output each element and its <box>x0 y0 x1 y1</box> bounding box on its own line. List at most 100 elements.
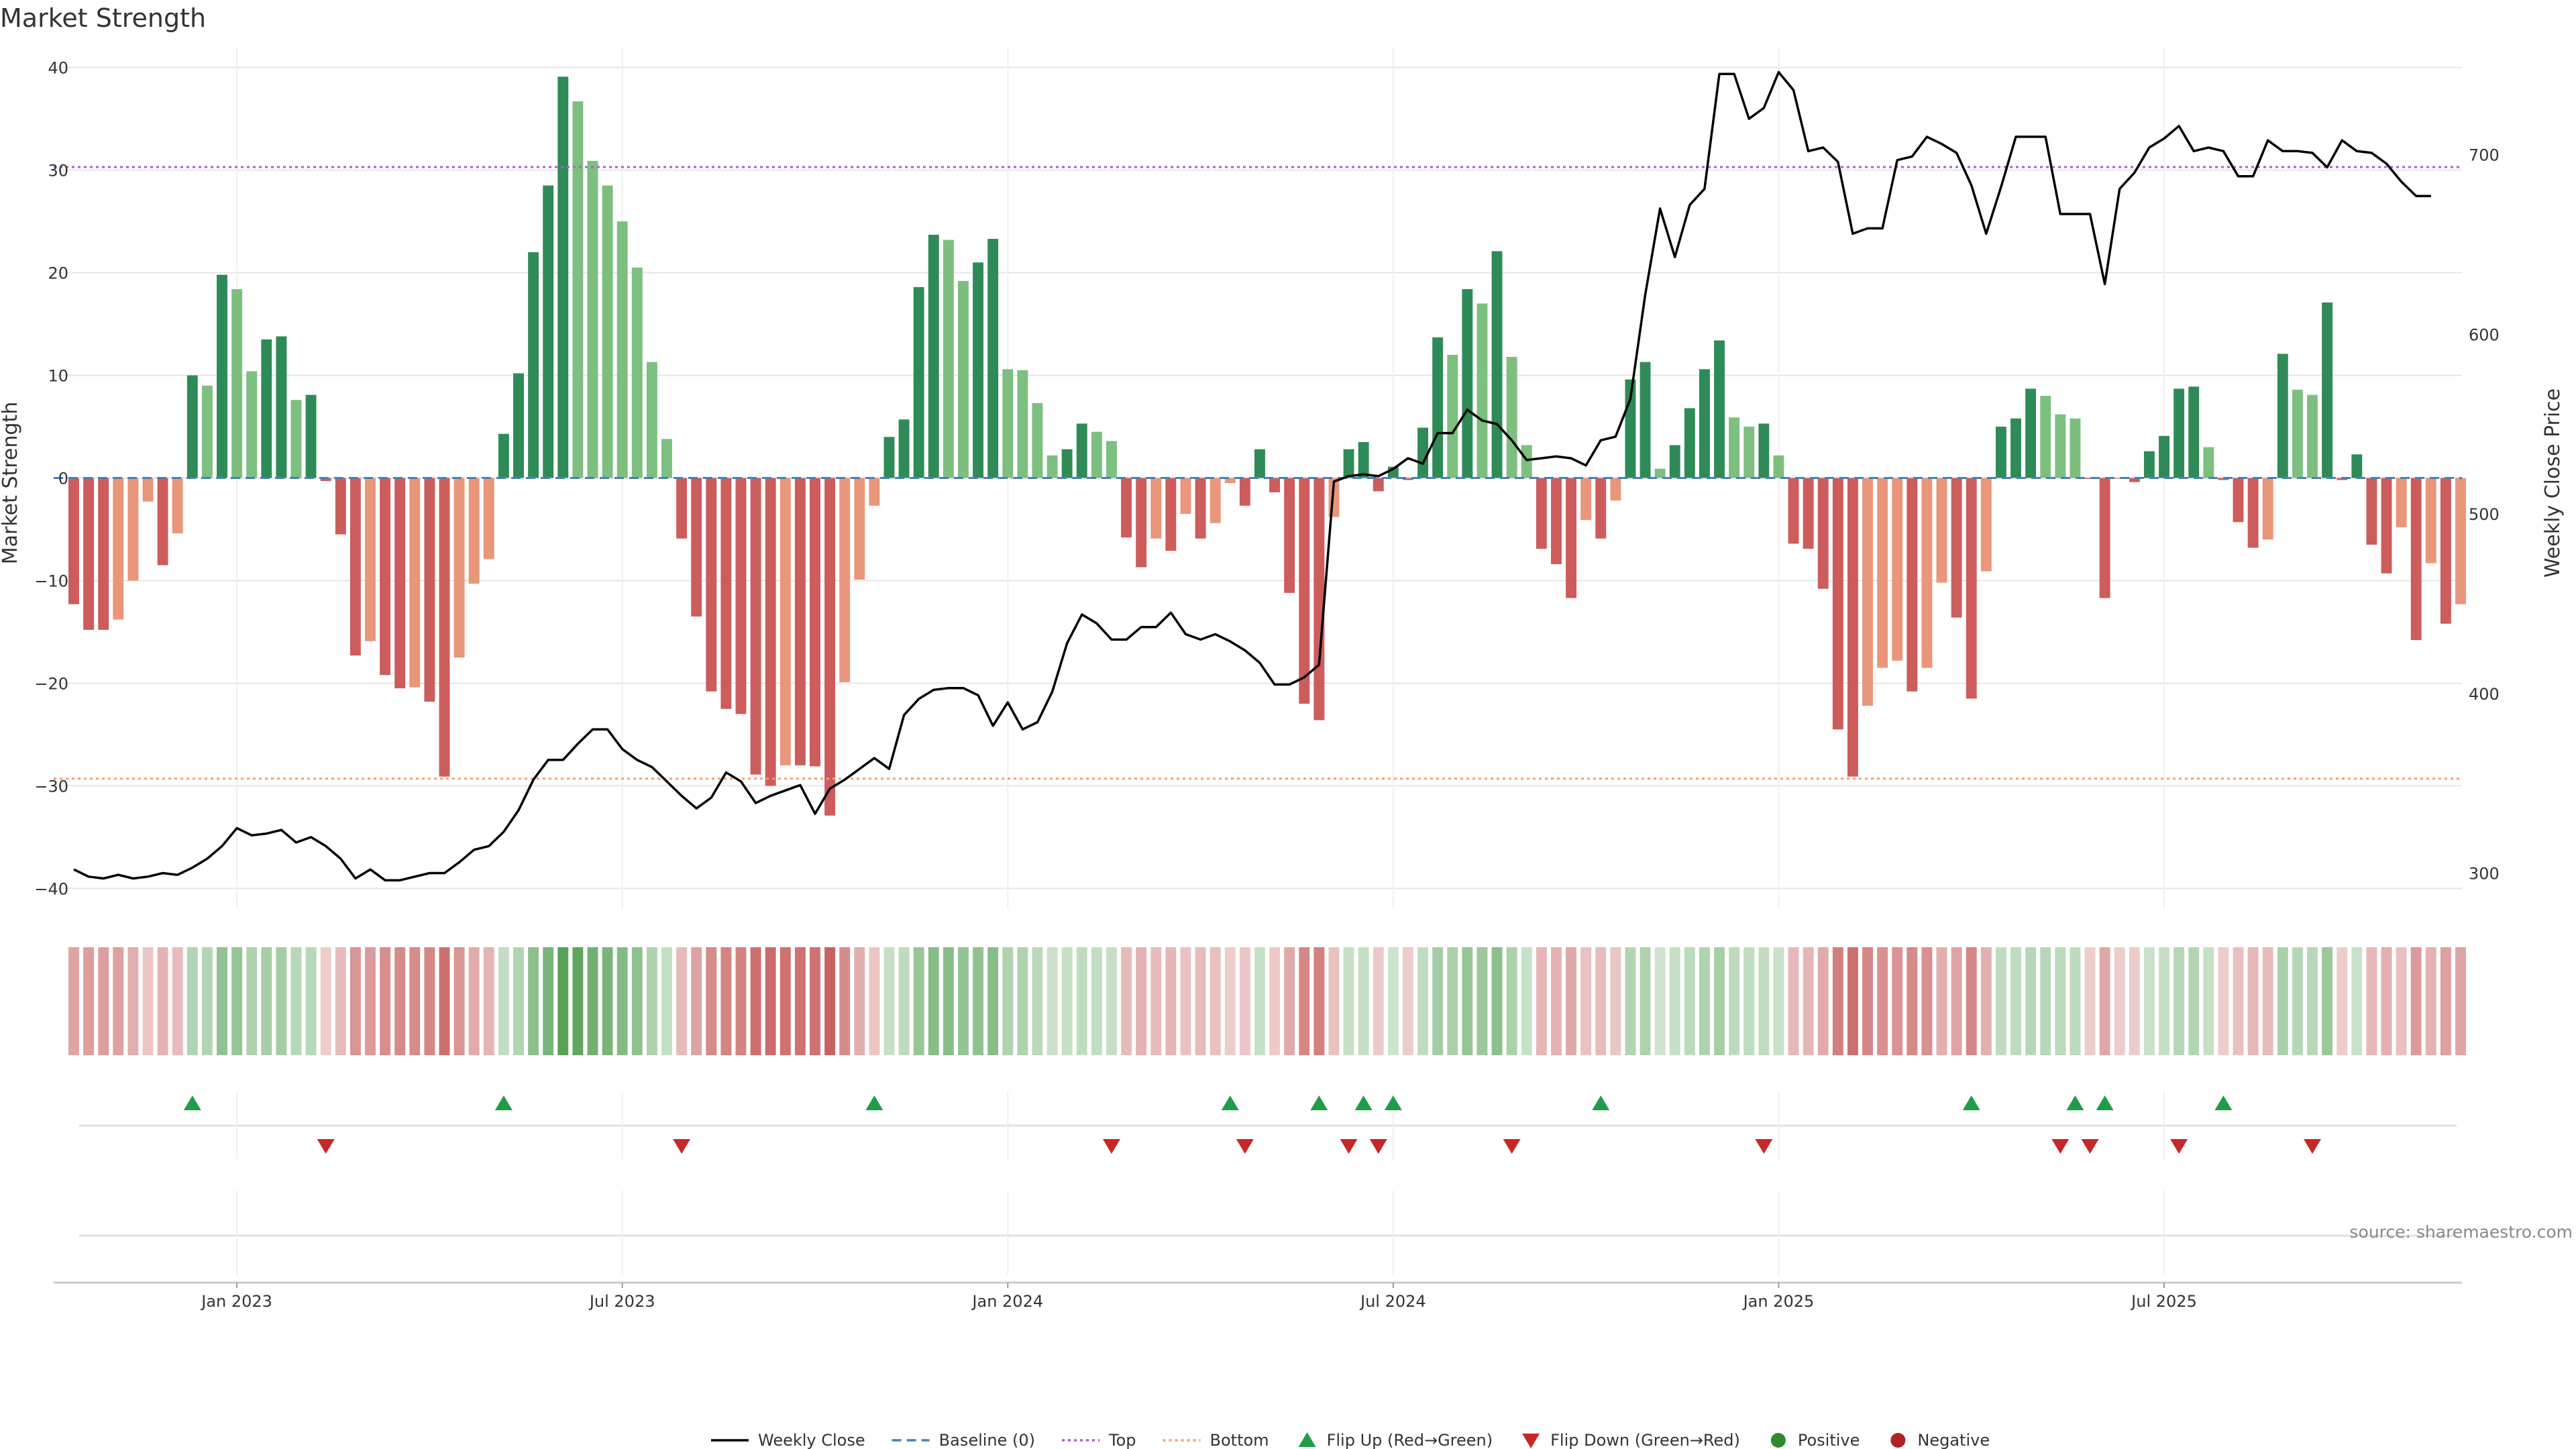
flip-down-marker <box>2304 1139 2322 1154</box>
strength-bar <box>1714 340 1725 478</box>
heat-cell <box>113 947 124 1055</box>
strength-bar <box>1699 369 1710 478</box>
strength-bar <box>1862 478 1873 706</box>
heat-cell <box>172 947 183 1055</box>
strength-bar <box>1180 478 1191 515</box>
y-tick-label: 30 <box>48 162 68 180</box>
heat-cell <box>1165 947 1177 1055</box>
strength-bar <box>2218 478 2229 480</box>
strength-bar <box>750 478 761 775</box>
heat-cell <box>1491 947 1503 1055</box>
heat-cell <box>157 947 168 1055</box>
strength-bar <box>1669 445 1680 478</box>
heat-cell <box>2247 947 2259 1055</box>
heat-cell <box>1536 947 1547 1055</box>
heat-cell <box>794 947 806 1055</box>
strength-bar <box>1239 478 1250 506</box>
flip-up-marker <box>1221 1095 1239 1110</box>
heat-cell <box>201 947 213 1055</box>
heat-cell <box>2114 947 2125 1055</box>
strength-bar <box>1313 478 1325 720</box>
reference-lines <box>54 166 2462 780</box>
heat-cell <box>1210 947 1221 1055</box>
heat-cell <box>1313 947 1325 1055</box>
flip-up-marker <box>2214 1095 2233 1110</box>
heat-cell <box>246 947 258 1055</box>
legend-item-dash-blue: Baseline (0) <box>892 1431 1035 1449</box>
heat-cell <box>2010 947 2021 1055</box>
strength-bar <box>1803 478 1814 549</box>
heat-cell <box>2159 947 2169 1055</box>
heat-cell <box>1669 947 1680 1055</box>
strength-bar <box>320 478 331 482</box>
heat-cell <box>587 947 598 1055</box>
y2-tick-label: 500 <box>2469 505 2500 524</box>
heat-cell <box>1892 947 1903 1055</box>
heat-cell <box>439 947 450 1055</box>
strength-bar <box>928 234 939 478</box>
heat-cell <box>1002 947 1014 1055</box>
strength-bar <box>1402 478 1413 480</box>
legend-item-dot-purple: Top <box>1062 1431 1136 1449</box>
y2-tick-label: 300 <box>2469 864 2500 883</box>
strength-bar <box>201 385 213 478</box>
flip-up-marker <box>494 1095 513 1110</box>
strength-bar <box>394 478 406 689</box>
strength-bar <box>424 478 435 702</box>
strength-bar <box>543 185 554 478</box>
strength-bar <box>646 362 657 478</box>
strength-bar <box>2084 478 2096 480</box>
strength-bar <box>142 478 154 502</box>
y-tick-label: −30 <box>34 777 68 796</box>
heat-cell <box>572 947 584 1055</box>
strength-bar <box>1832 478 1843 730</box>
heat-cell <box>2455 947 2466 1055</box>
heat-cell <box>1032 947 1043 1055</box>
heat-cell <box>528 947 539 1055</box>
heat-cell <box>513 947 524 1055</box>
strength-bar <box>261 339 272 478</box>
heat-cell <box>1832 947 1843 1055</box>
strength-bar <box>1299 478 1310 704</box>
heat-cell <box>2070 947 2081 1055</box>
strength-bar <box>1477 303 1488 478</box>
strength-bar <box>2247 478 2259 548</box>
heat-cell <box>2203 947 2214 1055</box>
price-line-group <box>73 70 2431 881</box>
heat-cell <box>2381 947 2392 1055</box>
heat-cell <box>1803 947 1814 1055</box>
flip-down-marker <box>317 1139 335 1154</box>
flip-down-marker <box>2051 1139 2070 1154</box>
strength-bar <box>439 478 450 777</box>
strength-bar <box>1210 478 1221 523</box>
heat-cell <box>1684 947 1695 1055</box>
strength-bar <box>290 400 302 478</box>
legend-label: Top <box>1108 1431 1136 1449</box>
flip-markers <box>79 1092 2457 1275</box>
strength-bar <box>1017 370 1028 478</box>
heat-cell <box>691 947 702 1055</box>
heat-cell <box>2277 947 2288 1055</box>
legend-swatch <box>1298 1432 1316 1447</box>
flip-up-marker <box>865 1095 883 1110</box>
left-axis-ticks: −40 −30 −20 −10 0 10 20 30 40 <box>34 59 68 899</box>
strength-bar <box>2070 418 2081 478</box>
strength-bar <box>2455 478 2466 604</box>
heat-cell <box>142 947 154 1055</box>
legend-label: Bottom <box>1210 1431 1269 1449</box>
strength-bar <box>1788 478 1799 544</box>
heat-cell <box>1269 947 1281 1055</box>
heat-cell <box>409 947 421 1055</box>
strength-bar <box>2440 478 2451 624</box>
strength-bar <box>157 478 168 566</box>
strength-bar <box>557 76 569 478</box>
heat-cell <box>186 947 198 1055</box>
heat-cell <box>898 947 910 1055</box>
strength-bar <box>898 419 910 478</box>
strength-bar <box>365 478 376 641</box>
strength-heat-strip <box>68 947 2466 1055</box>
strength-bar <box>468 478 480 584</box>
right-axis-ticks: 300 400 500 600 700 <box>2469 146 2500 883</box>
heat-cell <box>720 947 732 1055</box>
y-tick-label: 20 <box>48 264 68 283</box>
